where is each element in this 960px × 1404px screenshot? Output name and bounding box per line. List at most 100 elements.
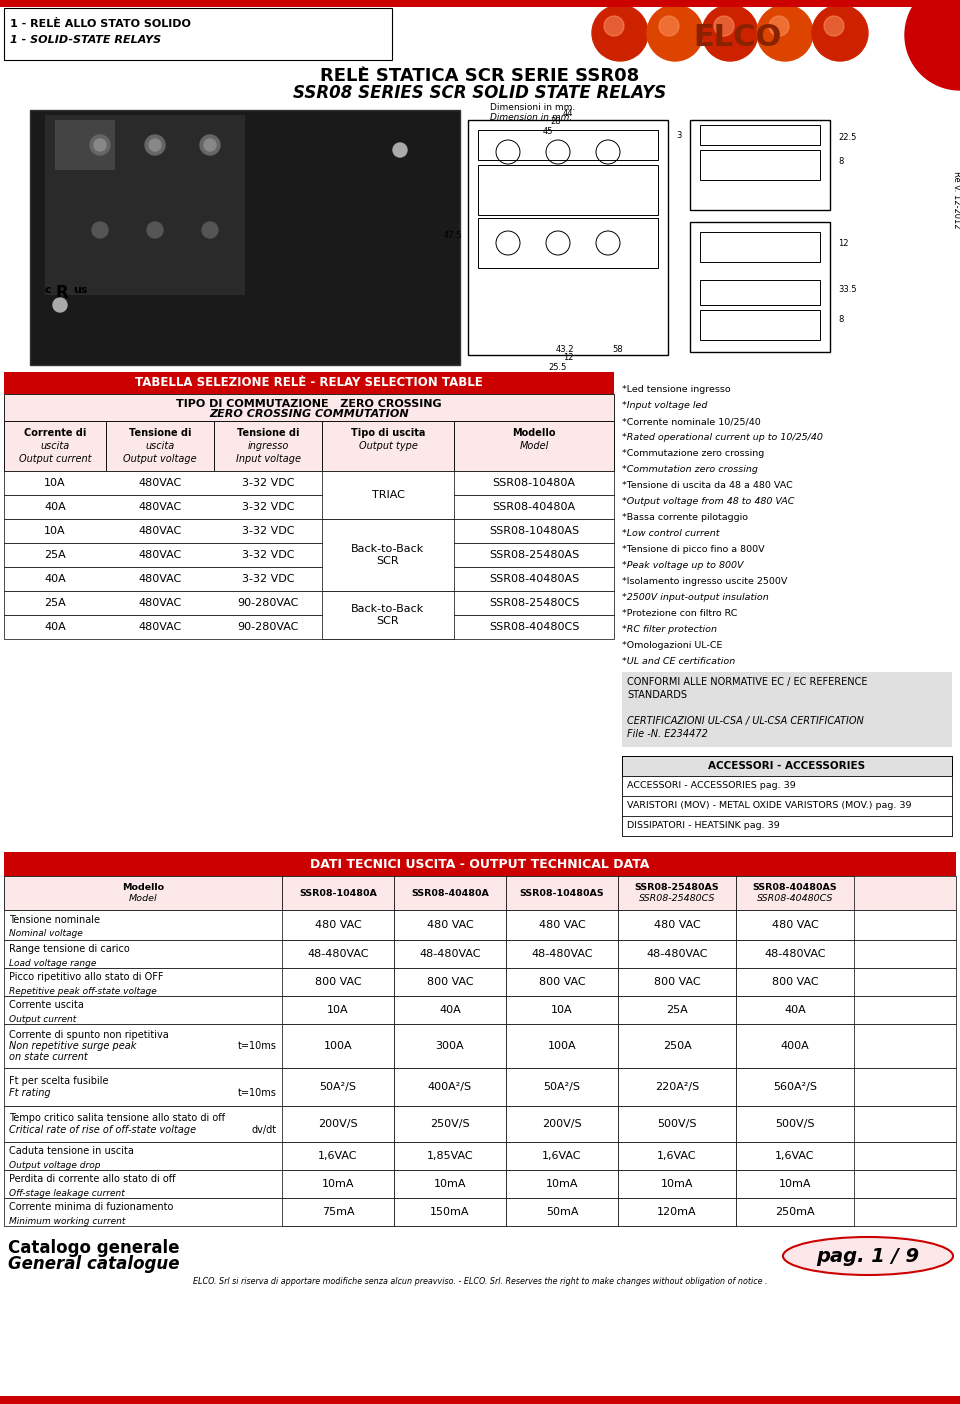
Circle shape — [147, 222, 163, 239]
Text: us: us — [73, 285, 87, 295]
Bar — [618, 876, 736, 910]
Text: 800 VAC: 800 VAC — [426, 977, 473, 987]
Text: SSR08-40480AS: SSR08-40480AS — [489, 574, 579, 584]
Bar — [4, 995, 956, 1024]
Bar — [4, 8, 392, 60]
Text: Load voltage range: Load voltage range — [9, 959, 96, 967]
Text: 40A: 40A — [44, 503, 66, 512]
Circle shape — [202, 222, 218, 239]
Text: *Low control current: *Low control current — [622, 529, 719, 539]
Text: 480VAC: 480VAC — [138, 598, 181, 608]
Bar — [506, 967, 618, 995]
Text: 480 VAC: 480 VAC — [539, 920, 586, 929]
Circle shape — [53, 298, 67, 312]
Text: 120mA: 120mA — [658, 1207, 697, 1217]
Text: SSR08 SERIES SCR SOLID STATE RELAYS: SSR08 SERIES SCR SOLID STATE RELAYS — [294, 84, 666, 102]
Bar — [700, 125, 820, 145]
Text: 8: 8 — [838, 157, 844, 167]
Text: *Rated operational current up to 10/25/40: *Rated operational current up to 10/25/4… — [622, 434, 823, 442]
Bar — [736, 1024, 854, 1068]
Text: TRIAC: TRIAC — [372, 490, 404, 500]
Text: *Commutazione zero crossing: *Commutazione zero crossing — [622, 449, 764, 459]
Bar — [322, 519, 454, 591]
Text: RELÈ STATICA SCR SERIE SSR08: RELÈ STATICA SCR SERIE SSR08 — [321, 67, 639, 86]
Text: Model: Model — [519, 441, 549, 451]
Text: ingresso: ingresso — [248, 441, 289, 451]
Bar — [478, 131, 658, 160]
Bar — [506, 1068, 618, 1106]
Text: 8: 8 — [838, 316, 844, 324]
Text: Non repetitive surge peak: Non repetitive surge peak — [9, 1040, 136, 1052]
Text: 480VAC: 480VAC — [138, 550, 181, 560]
Text: 47.5: 47.5 — [444, 230, 462, 240]
Text: 10mA: 10mA — [660, 1179, 693, 1189]
Text: Repetitive peak off-state voltage: Repetitive peak off-state voltage — [9, 987, 156, 995]
Text: 560A²/S: 560A²/S — [773, 1082, 817, 1092]
Text: Modello: Modello — [122, 883, 164, 892]
Bar — [4, 395, 614, 421]
Bar — [394, 910, 506, 941]
Text: 1,6VAC: 1,6VAC — [658, 1151, 697, 1161]
Bar — [4, 470, 614, 496]
Bar — [214, 421, 322, 470]
Text: Picco ripetitivo allo stato di OFF: Picco ripetitivo allo stato di OFF — [9, 972, 163, 981]
Text: 3-32 VDC: 3-32 VDC — [242, 574, 295, 584]
Text: 3-32 VDC: 3-32 VDC — [242, 526, 295, 536]
Text: t=10ms: t=10ms — [238, 1040, 277, 1052]
Bar — [618, 1170, 736, 1198]
Text: 50A²/S: 50A²/S — [320, 1082, 356, 1092]
Bar — [468, 119, 668, 355]
Text: SSR08-40480CS: SSR08-40480CS — [489, 622, 579, 632]
Text: Dimensioni in mm.: Dimensioni in mm. — [490, 102, 575, 111]
Text: DATI TECNICI USCITA - OUTPUT TECHNICAL DATA: DATI TECNICI USCITA - OUTPUT TECHNICAL D… — [310, 858, 650, 870]
Circle shape — [204, 139, 216, 152]
Text: 250mA: 250mA — [775, 1207, 815, 1217]
Text: Output voltage drop: Output voltage drop — [9, 1161, 101, 1170]
Bar — [618, 910, 736, 941]
Text: 75mA: 75mA — [322, 1207, 354, 1217]
Text: 480 VAC: 480 VAC — [772, 920, 818, 929]
Bar — [736, 910, 854, 941]
Bar — [322, 591, 454, 639]
Text: 480VAC: 480VAC — [138, 526, 181, 536]
Bar — [4, 519, 614, 543]
Text: CONFORMI ALLE NORMATIVE EC / EC REFERENCE: CONFORMI ALLE NORMATIVE EC / EC REFERENC… — [627, 677, 868, 687]
Bar — [618, 967, 736, 995]
Bar — [4, 421, 106, 470]
Bar — [394, 876, 506, 910]
Text: 400A: 400A — [780, 1040, 809, 1052]
Text: SSR08-10480A: SSR08-10480A — [300, 889, 377, 897]
Text: *Led tensione ingresso: *Led tensione ingresso — [622, 386, 731, 395]
Bar — [394, 1141, 506, 1170]
Text: SSR08-25480AS: SSR08-25480AS — [635, 883, 719, 892]
Text: Tensione di: Tensione di — [237, 428, 300, 438]
Text: 150mA: 150mA — [430, 1207, 469, 1217]
Text: c: c — [45, 285, 51, 295]
Bar — [736, 941, 854, 967]
Text: Critical rate of rise of off-state voltage: Critical rate of rise of off-state volta… — [9, 1125, 196, 1134]
Text: 200V/S: 200V/S — [318, 1119, 358, 1129]
Text: 40A: 40A — [44, 622, 66, 632]
Bar — [394, 1068, 506, 1106]
Bar — [282, 1141, 394, 1170]
Bar — [478, 166, 658, 215]
Text: Corrente di: Corrente di — [24, 428, 86, 438]
Bar — [0, 1396, 960, 1404]
Circle shape — [757, 6, 813, 60]
Text: ACCESSORI - ACCESSORIES: ACCESSORI - ACCESSORIES — [708, 761, 866, 771]
Text: 22.5: 22.5 — [838, 133, 856, 142]
Text: 48-480VAC: 48-480VAC — [764, 949, 826, 959]
Bar — [282, 995, 394, 1024]
Bar — [282, 910, 394, 941]
Text: Re v. 12-2012: Re v. 12-2012 — [952, 171, 960, 229]
Text: Output voltage: Output voltage — [123, 453, 197, 463]
Text: *2500V input-output insulation: *2500V input-output insulation — [622, 594, 769, 602]
Bar — [282, 967, 394, 995]
Bar — [736, 995, 854, 1024]
Text: 500V/S: 500V/S — [776, 1119, 815, 1129]
Bar — [4, 1068, 956, 1106]
Text: 58: 58 — [612, 345, 623, 354]
Bar — [4, 1170, 956, 1198]
Text: 10A: 10A — [327, 1005, 348, 1015]
Text: 100A: 100A — [548, 1040, 576, 1052]
